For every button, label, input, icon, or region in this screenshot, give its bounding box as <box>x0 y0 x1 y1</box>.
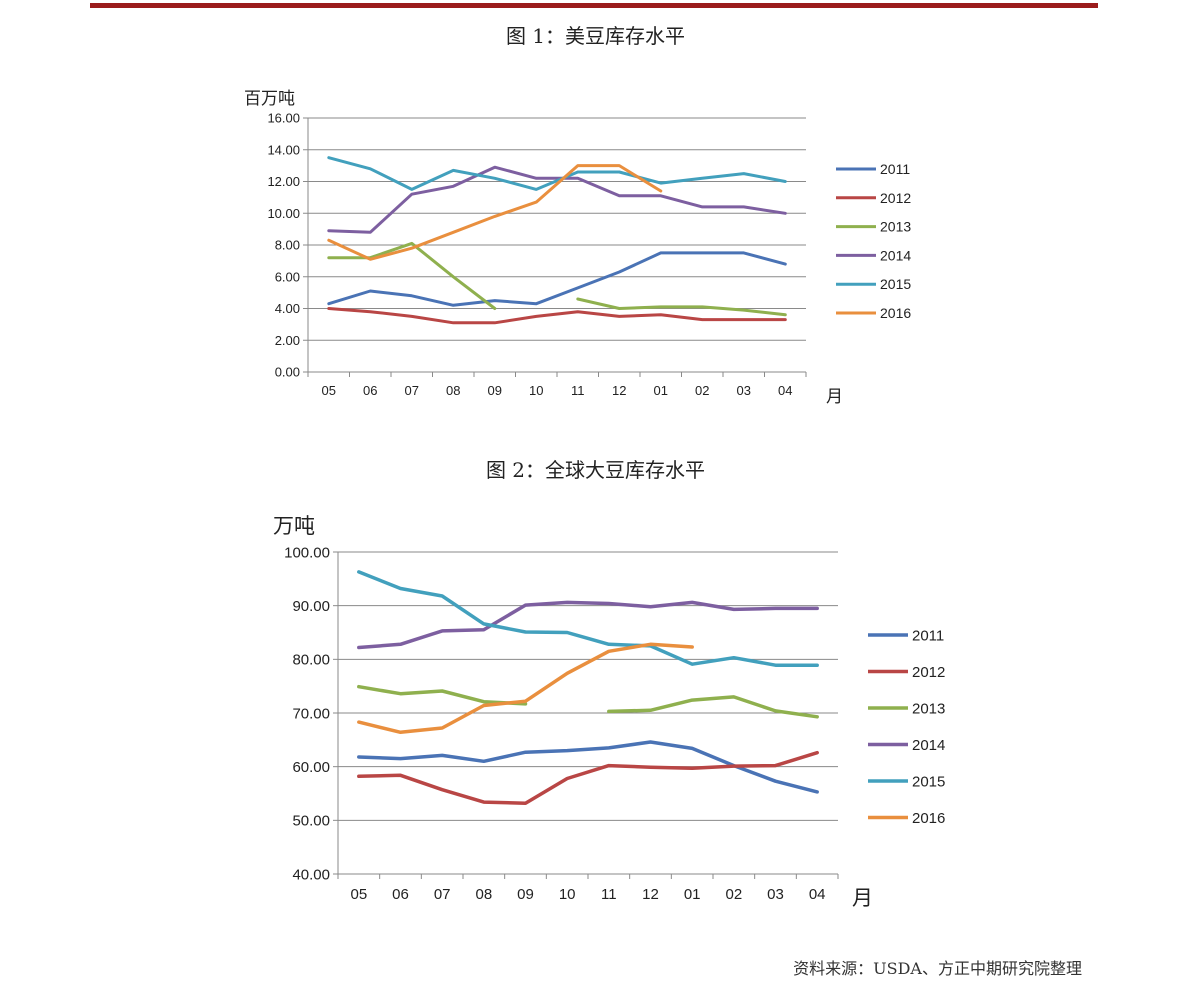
chart1-x-tick-label: 02 <box>695 383 709 398</box>
chart2-y-tick-label: 80.00 <box>292 652 330 669</box>
chart1-y-tick-label: 6.00 <box>275 269 300 284</box>
chart2-y-tick-label: 100.00 <box>284 544 330 561</box>
chart1-legend-label-2016: 2016 <box>880 305 911 321</box>
chart1-y-tick-label: 12.00 <box>267 174 300 189</box>
chart2-y-axis-label: 万吨 <box>273 514 315 538</box>
chart2-series-line-2016 <box>357 642 694 735</box>
chart2-series-line-2012 <box>357 750 819 805</box>
chart2-x-axis-label: 月 <box>852 886 873 910</box>
chart1-legend-label-2015: 2015 <box>880 276 911 292</box>
chart1-x-tick-label: 07 <box>405 383 419 398</box>
chart1-series-line-2016 <box>327 164 663 261</box>
chart2-y-tick-label: 90.00 <box>292 598 330 615</box>
chart2-x-tick-label: 12 <box>642 886 659 903</box>
chart1-x-tick-label: 09 <box>488 383 502 398</box>
chart1-x-tick-label: 03 <box>737 383 751 398</box>
chart2-x-tick-label: 07 <box>434 886 451 903</box>
chart2-x-tick-label: 09 <box>517 886 534 903</box>
chart1-legend-label-2013: 2013 <box>880 219 911 235</box>
chart2-legend-label-2014: 2014 <box>912 737 945 754</box>
chart1-y-tick-label: 4.00 <box>275 301 300 316</box>
chart1-x-tick-label: 05 <box>322 383 336 398</box>
chart2-x-tick-label: 10 <box>559 886 576 903</box>
chart2-series-line-2014 <box>357 600 819 650</box>
source-note: 资料来源：USDA、方正中期研究院整理 <box>793 959 1082 978</box>
chart1-legend-label-2014: 2014 <box>880 247 911 263</box>
chart2-y-tick-label: 70.00 <box>292 705 330 722</box>
chart2-series-line-2011 <box>357 740 819 794</box>
chart1-y-tick-label: 0.00 <box>275 365 300 380</box>
chart2-x-tick-label: 02 <box>725 886 742 903</box>
chart1-x-tick-label: 11 <box>571 383 585 398</box>
chart1-series-line-2011 <box>327 251 787 307</box>
figure-1-title: 图 1：美豆库存水平 <box>505 24 686 48</box>
chart1-legend-label-2011: 2011 <box>880 161 910 177</box>
chart1-series-line-2014 <box>327 165 787 234</box>
chart1-y-axis-label: 百万吨 <box>244 89 295 109</box>
global-soybean-stock-chart: 40.00 50.00 60.00 70.00 80.00 90.00 100.00 05 06… <box>273 514 945 910</box>
chart1-x-tick-label: 12 <box>612 383 626 398</box>
chart2-x-tick-label: 03 <box>767 886 784 903</box>
chart1-series-line-2012 <box>327 307 787 325</box>
chart1-x-tick-label: 10 <box>529 383 543 398</box>
chart2-x-tick-label: 01 <box>684 886 701 903</box>
chart2-legend-label-2011: 2011 <box>912 627 944 644</box>
chart2-legend-label-2015: 2015 <box>912 773 945 790</box>
chart2-x-tick-label: 11 <box>601 886 617 903</box>
chart1-x-tick-label: 08 <box>446 383 460 398</box>
chart1-x-tick-label: 06 <box>363 383 377 398</box>
chart2-x-tick-label: 05 <box>350 886 367 903</box>
chart1-series-line-2015 <box>327 156 787 191</box>
chart1-x-tick-label: 04 <box>778 383 792 398</box>
chart2-y-tick-label: 40.00 <box>292 866 330 883</box>
chart1-y-tick-label: 8.00 <box>275 238 300 253</box>
chart1-y-tick-label: 2.00 <box>275 333 300 348</box>
chart2-legend-label-2012: 2012 <box>912 664 945 681</box>
chart2-x-tick-label: 08 <box>475 886 492 903</box>
us-soybean-stock-chart: 0.00 2.00 4.00 6.00 8.00 10.00 12.00 14.00 16.00… <box>244 89 911 407</box>
figure-2-title: 图 2：全球大豆库存水平 <box>485 458 706 482</box>
chart1-series-line-2013 <box>327 241 787 317</box>
chart1-y-tick-label: 14.00 <box>267 142 300 157</box>
chart2-legend-label-2013: 2013 <box>912 700 945 717</box>
chart1-legend-label-2012: 2012 <box>880 190 911 206</box>
chart2-x-tick-label: 04 <box>809 886 826 903</box>
chart2-x-tick-label: 06 <box>392 886 409 903</box>
chart1-x-tick-label: 01 <box>654 383 668 398</box>
chart2-series-line-2013 <box>357 684 819 719</box>
chart2-y-tick-label: 50.00 <box>292 813 330 830</box>
chart2-series-line-2015 <box>357 570 819 667</box>
chart2-y-tick-label: 60.00 <box>292 759 330 776</box>
top-rule <box>90 3 1098 8</box>
chart1-y-tick-label: 10.00 <box>267 206 300 221</box>
chart1-x-axis-label: 月 <box>826 387 843 407</box>
chart2-legend-label-2016: 2016 <box>912 810 945 827</box>
chart1-y-tick-label: 16.00 <box>267 111 300 126</box>
